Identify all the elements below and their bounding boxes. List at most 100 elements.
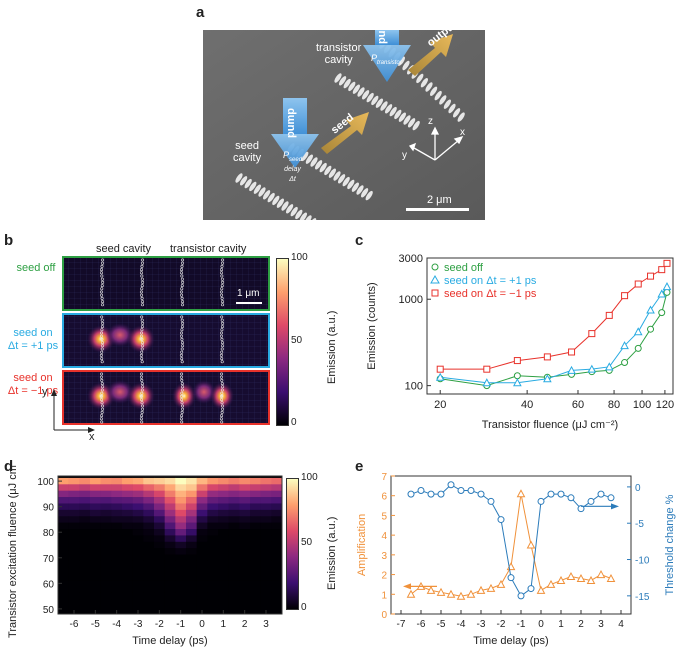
cavity-hole-marker	[181, 404, 185, 408]
cavity-hole-marker	[219, 290, 223, 294]
d-heatmap-cell	[186, 586, 197, 594]
cavity-hole-marker	[180, 350, 184, 354]
d-heatmap-cell	[154, 497, 165, 504]
cavity-hole-marker	[180, 268, 184, 272]
d-heatmap-cell	[239, 573, 251, 581]
d-heatmap-cell	[79, 497, 91, 504]
transistor-cavity-line2: cavity	[324, 54, 353, 66]
d-heatmap-cell	[122, 592, 133, 600]
d-heatmap-cell	[239, 599, 251, 606]
panel-a-sem-image	[203, 30, 485, 231]
c-point	[620, 341, 629, 350]
d-heatmap-cell	[132, 484, 144, 491]
cavity-hole-marker	[140, 274, 144, 278]
d-heatmap-cell	[122, 484, 133, 491]
d-heatmap-cell	[239, 586, 251, 594]
d-heatmap-cell	[271, 567, 283, 575]
d-heatmap-cell	[122, 554, 133, 562]
d-heatmap-cell	[68, 554, 80, 562]
cavity-hole-marker	[140, 388, 144, 392]
e-point	[467, 487, 475, 495]
e-point	[537, 497, 545, 505]
e-point	[436, 587, 446, 596]
pump-arrow-left	[271, 98, 319, 168]
d-heatmap-cell	[79, 592, 91, 600]
cavity-hole-marker	[179, 375, 183, 379]
d-heatmap-cell	[100, 548, 112, 555]
cavity-hole-marker	[100, 318, 104, 322]
d-heatmap-cell	[164, 497, 176, 504]
cavity-hole-marker	[100, 410, 104, 414]
d-heatmap-cell	[164, 484, 176, 491]
nanobeam-hole	[361, 90, 370, 100]
b-cbar-tick-100: 100	[291, 252, 308, 263]
transistor-cavity-label: transistor cavity	[316, 42, 361, 66]
cavity-hole-marker	[140, 401, 144, 405]
d-heatmap-cell	[228, 567, 240, 575]
d-heatmap-cell	[100, 522, 112, 530]
d-cbar-tick-0: 0	[301, 602, 307, 613]
d-heatmap-cell	[111, 560, 123, 568]
d-heatmap-cell	[175, 599, 187, 606]
cavity-hole-marker	[99, 271, 103, 275]
nanobeam-hole	[457, 112, 465, 122]
b-row2-label: seed on Δt = +1 ps	[2, 327, 64, 353]
cavity-hole-marker	[221, 344, 225, 348]
cavity-hole-marker	[141, 404, 145, 408]
d-heatmap-cell	[196, 477, 208, 485]
e-point	[477, 490, 485, 498]
d-heatmap-cell	[186, 567, 197, 575]
d-heatmap-cell	[68, 605, 80, 613]
d-heatmap-cell	[79, 522, 91, 530]
d-heatmap-cell	[58, 560, 69, 568]
cavity-hole-marker	[179, 394, 183, 398]
d-heatmap-cell	[260, 567, 272, 575]
d-heatmap-cell	[90, 548, 101, 555]
d-heatmap-cell	[90, 503, 101, 511]
d-heatmap-cell	[111, 516, 123, 523]
cavity-hole-marker	[99, 290, 103, 294]
cavity-hole-marker	[140, 296, 144, 300]
d-heatmap-cell	[186, 605, 197, 613]
e-ytick-left-label: 1	[381, 590, 387, 601]
cavity-hole-marker	[220, 315, 224, 319]
nanobeam-hole	[299, 212, 308, 222]
b-axis-y-label: y	[42, 386, 48, 398]
cavity-hole-marker	[220, 287, 224, 291]
c-point	[658, 309, 666, 317]
cavity-hole-marker	[180, 293, 184, 297]
d-heatmap-cell	[58, 503, 69, 511]
nanobeam-hole	[267, 192, 275, 203]
cavity-hole-marker	[220, 274, 224, 278]
c-legend-label: seed off	[444, 262, 484, 274]
e-xtick-label: 1	[558, 619, 564, 630]
cavity-hole-marker	[180, 341, 184, 345]
d-heatmap-cell	[68, 490, 80, 498]
p-seed-symbol: P	[283, 150, 290, 160]
e-ytick-left-label: 6	[381, 492, 387, 503]
d-heatmap-cell	[90, 522, 101, 530]
c-point	[513, 357, 521, 365]
d-heatmap-cell	[196, 509, 208, 517]
d-heatmap-cell	[186, 548, 197, 555]
d-heatmap-cell	[239, 580, 251, 587]
d-heatmap-cell	[90, 554, 101, 562]
d-heatmap-cell	[100, 497, 112, 504]
d-heatmap-cell	[218, 560, 229, 568]
c-point	[634, 344, 642, 352]
b-row3-label: seed on Δt = −1 ps	[2, 372, 64, 398]
cavity-hole-marker	[179, 290, 183, 294]
d-heatmap-cell	[132, 548, 144, 555]
d-heatmap-cell	[154, 516, 165, 523]
d-heatmap-cell	[164, 516, 176, 523]
e-point	[457, 487, 465, 495]
nanobeam-hole	[384, 104, 393, 114]
e-point	[426, 585, 436, 594]
e-point	[526, 540, 536, 549]
d-heatmap-cell	[154, 535, 165, 543]
d-heatmap-cell	[143, 484, 155, 491]
c-point	[543, 353, 551, 361]
d-heatmap-cell	[68, 586, 80, 594]
d-heatmap-cell	[196, 522, 208, 530]
nanobeam-hole	[398, 112, 407, 122]
